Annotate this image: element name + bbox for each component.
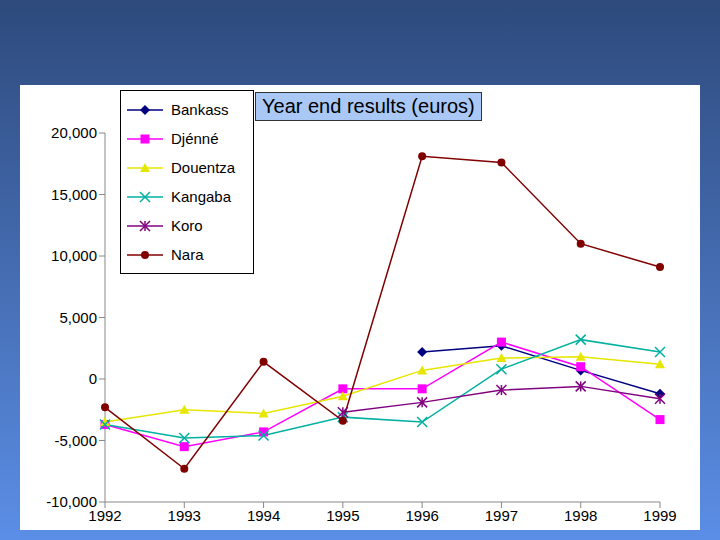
html-text:Bankass: Bankass	[171, 101, 229, 118]
svg-text:1998: 1998	[564, 507, 597, 524]
html-text:Kangaba: Kangaba	[171, 188, 232, 205]
html-text:Year end results (euros): Year end results (euros)	[262, 95, 475, 117]
html-text:Douentza: Douentza	[171, 159, 236, 176]
svg-text:1996: 1996	[405, 507, 438, 524]
svg-text:5,000: 5,000	[59, 309, 97, 326]
svg-text:1993: 1993	[168, 507, 201, 524]
svg-text:0: 0	[89, 370, 97, 387]
svg-text:-10,000: -10,000	[46, 493, 97, 510]
svg-text:-5,000: -5,000	[54, 432, 97, 449]
svg-text:15,000: 15,000	[51, 186, 97, 203]
html-text:Djénné: Djénné	[171, 130, 219, 147]
svg-text:1997: 1997	[485, 507, 518, 524]
svg-text:1994: 1994	[247, 507, 280, 524]
svg-text:20,000: 20,000	[51, 124, 97, 141]
svg-text:1999: 1999	[643, 507, 676, 524]
html-text:Nara: Nara	[171, 246, 204, 263]
html-text:Koro: Koro	[171, 217, 203, 234]
svg-text:10,000: 10,000	[51, 247, 97, 264]
svg-text:1992: 1992	[88, 506, 122, 524]
svg-text:1995: 1995	[326, 507, 359, 524]
